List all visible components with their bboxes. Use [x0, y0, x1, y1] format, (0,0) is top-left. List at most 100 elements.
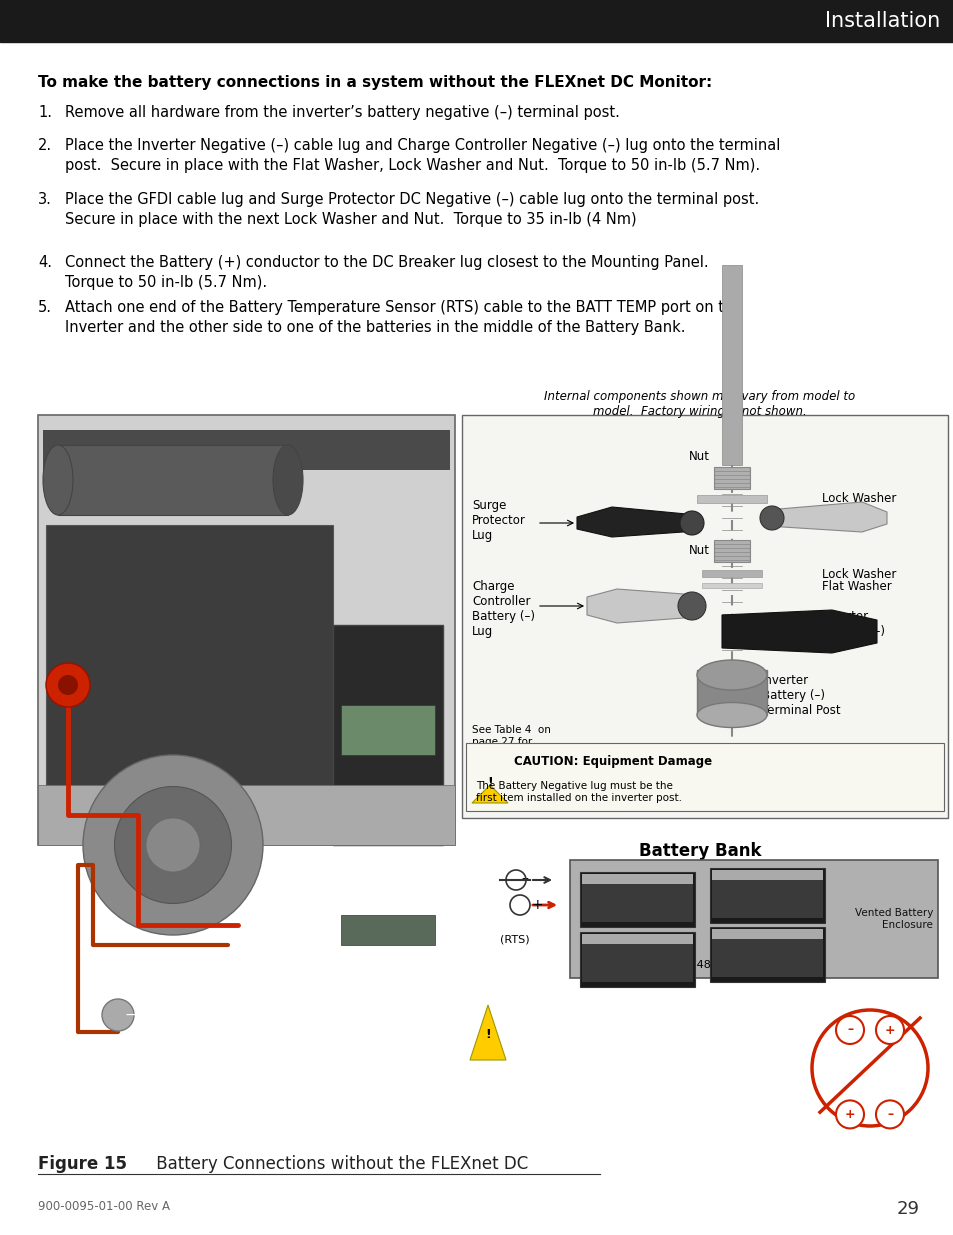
Bar: [581, 877, 692, 923]
Bar: [340, 705, 435, 755]
Ellipse shape: [43, 445, 73, 515]
Polygon shape: [721, 610, 876, 653]
Text: Attach one end of the Battery Temperature Sensor (RTS) cable to the BATT TEMP po: Attach one end of the Battery Temperatur…: [65, 300, 741, 336]
Text: 1.: 1.: [38, 105, 52, 120]
Bar: [465, 743, 943, 811]
Bar: [38, 785, 455, 845]
Text: Figure 15: Figure 15: [38, 1155, 127, 1173]
Text: See Table 4  on
page 27 for
conductor sizes
and torque
requirements.: See Table 4 on page 27 for conductor siz…: [472, 725, 553, 782]
Bar: [470, 990, 789, 1070]
Bar: [333, 625, 442, 845]
Bar: [581, 874, 692, 884]
Text: +: +: [843, 1108, 855, 1121]
Text: Place the GFDI cable lug and Surge Protector DC Negative (–) cable lug onto the : Place the GFDI cable lug and Surge Prote…: [65, 191, 759, 227]
Polygon shape: [470, 1005, 505, 1060]
Text: Connect the Battery (+) conductor to the DC Breaker lug closest to the Mounting : Connect the Battery (+) conductor to the…: [65, 254, 708, 290]
Text: The Battery Negative lug must be the
first item installed on the inverter post.: The Battery Negative lug must be the fir…: [476, 781, 681, 803]
Text: Inverter
Battery (–)
Lug: Inverter Battery (–) Lug: [821, 610, 884, 652]
Bar: [569, 860, 937, 978]
Circle shape: [146, 818, 200, 872]
Bar: [581, 934, 692, 944]
Text: Inverter
Battery (–)
Terminal Post: Inverter Battery (–) Terminal Post: [761, 673, 840, 716]
Circle shape: [835, 1100, 863, 1129]
Text: +: +: [532, 898, 543, 911]
Text: Lock Washer: Lock Washer: [821, 568, 896, 580]
Bar: [711, 932, 822, 977]
Text: Charge
Controller
Battery (–)
Lug: Charge Controller Battery (–) Lug: [472, 580, 535, 638]
Text: 2.: 2.: [38, 138, 52, 153]
Circle shape: [679, 511, 703, 535]
Ellipse shape: [697, 659, 766, 690]
Bar: [581, 937, 692, 982]
Text: Place the Inverter Negative (–) cable lug and Charge Controller Negative (–) lug: Place the Inverter Negative (–) cable lu…: [65, 138, 780, 173]
Bar: [709, 868, 824, 923]
Text: Lock Washer: Lock Washer: [821, 493, 896, 505]
Polygon shape: [766, 501, 886, 532]
Bar: [697, 671, 766, 715]
Circle shape: [114, 787, 232, 904]
Text: Remove all hardware from the inverter’s battery negative (–) terminal post.: Remove all hardware from the inverter’s …: [65, 105, 619, 120]
Text: –: –: [520, 873, 527, 887]
Bar: [46, 525, 333, 785]
Circle shape: [811, 1010, 927, 1126]
Text: +: +: [883, 1024, 894, 1036]
Bar: [340, 915, 435, 945]
Bar: [333, 785, 442, 845]
Circle shape: [875, 1016, 903, 1044]
Text: To make the battery connections in a system without the FLEXnet DC Monitor:: To make the battery connections in a sys…: [38, 75, 712, 90]
Text: Internal components shown may vary from model to
model.  Factory wiring is not s: Internal components shown may vary from …: [544, 390, 855, 417]
Circle shape: [678, 592, 705, 620]
Bar: [721, 266, 741, 466]
Text: !: !: [485, 1029, 491, 1041]
Text: Surge
Protector
Lug: Surge Protector Lug: [472, 499, 525, 541]
Bar: [701, 571, 761, 577]
Text: –: –: [886, 1108, 892, 1121]
Bar: [711, 873, 822, 918]
Polygon shape: [472, 785, 507, 803]
Text: Vented Battery
Enclosure: Vented Battery Enclosure: [854, 908, 932, 930]
Bar: [461, 415, 947, 818]
Text: −: −: [124, 1008, 135, 1023]
Bar: [579, 872, 695, 927]
Bar: [579, 932, 695, 987]
Text: Ensure that correct polarity is
observed when connecting
battery cables.: Ensure that correct polarity is observed…: [479, 1032, 635, 1066]
Text: 4.: 4.: [38, 254, 52, 270]
Text: CAUTION: Equipment Damage: CAUTION: Equipment Damage: [514, 755, 711, 767]
Circle shape: [58, 676, 78, 695]
Text: –: –: [846, 1024, 852, 1036]
Text: Flat Washer: Flat Washer: [821, 579, 891, 593]
Text: GFDI Lug: GFDI Lug: [821, 511, 874, 525]
Text: Installation: Installation: [824, 11, 939, 31]
Text: CAUTION: Equipment Damage: CAUTION: Equipment Damage: [512, 1002, 709, 1014]
Bar: [709, 927, 824, 982]
Text: 3.: 3.: [38, 191, 51, 207]
Ellipse shape: [697, 703, 766, 727]
Text: 5.: 5.: [38, 300, 52, 315]
Circle shape: [835, 1016, 863, 1044]
Text: Battery Bank: Battery Bank: [639, 842, 760, 860]
Bar: [38, 415, 455, 845]
Circle shape: [46, 663, 90, 706]
Text: Nut: Nut: [688, 451, 709, 463]
Text: (RTS): (RTS): [499, 935, 529, 945]
Bar: [711, 929, 822, 939]
Ellipse shape: [273, 445, 303, 515]
Bar: [701, 583, 761, 588]
Text: 900-0095-01-00 Rev A: 900-0095-01-00 Rev A: [38, 1200, 170, 1213]
Circle shape: [875, 1100, 903, 1129]
Circle shape: [102, 999, 133, 1031]
Circle shape: [760, 506, 783, 530]
Bar: [697, 495, 766, 503]
Text: 29: 29: [896, 1200, 919, 1218]
Bar: [713, 467, 749, 489]
Bar: [0, 0, 953, 42]
Text: 24 or 48 Vdc: 24 or 48 Vdc: [663, 960, 735, 969]
Bar: [43, 430, 450, 471]
Text: Nut: Nut: [688, 545, 709, 557]
Polygon shape: [577, 508, 697, 537]
Circle shape: [83, 755, 263, 935]
Text: Battery Connections without the FLEXnet DC: Battery Connections without the FLEXnet …: [130, 1155, 528, 1173]
Text: !: !: [487, 777, 493, 789]
Bar: [713, 540, 749, 562]
Bar: [58, 445, 288, 515]
